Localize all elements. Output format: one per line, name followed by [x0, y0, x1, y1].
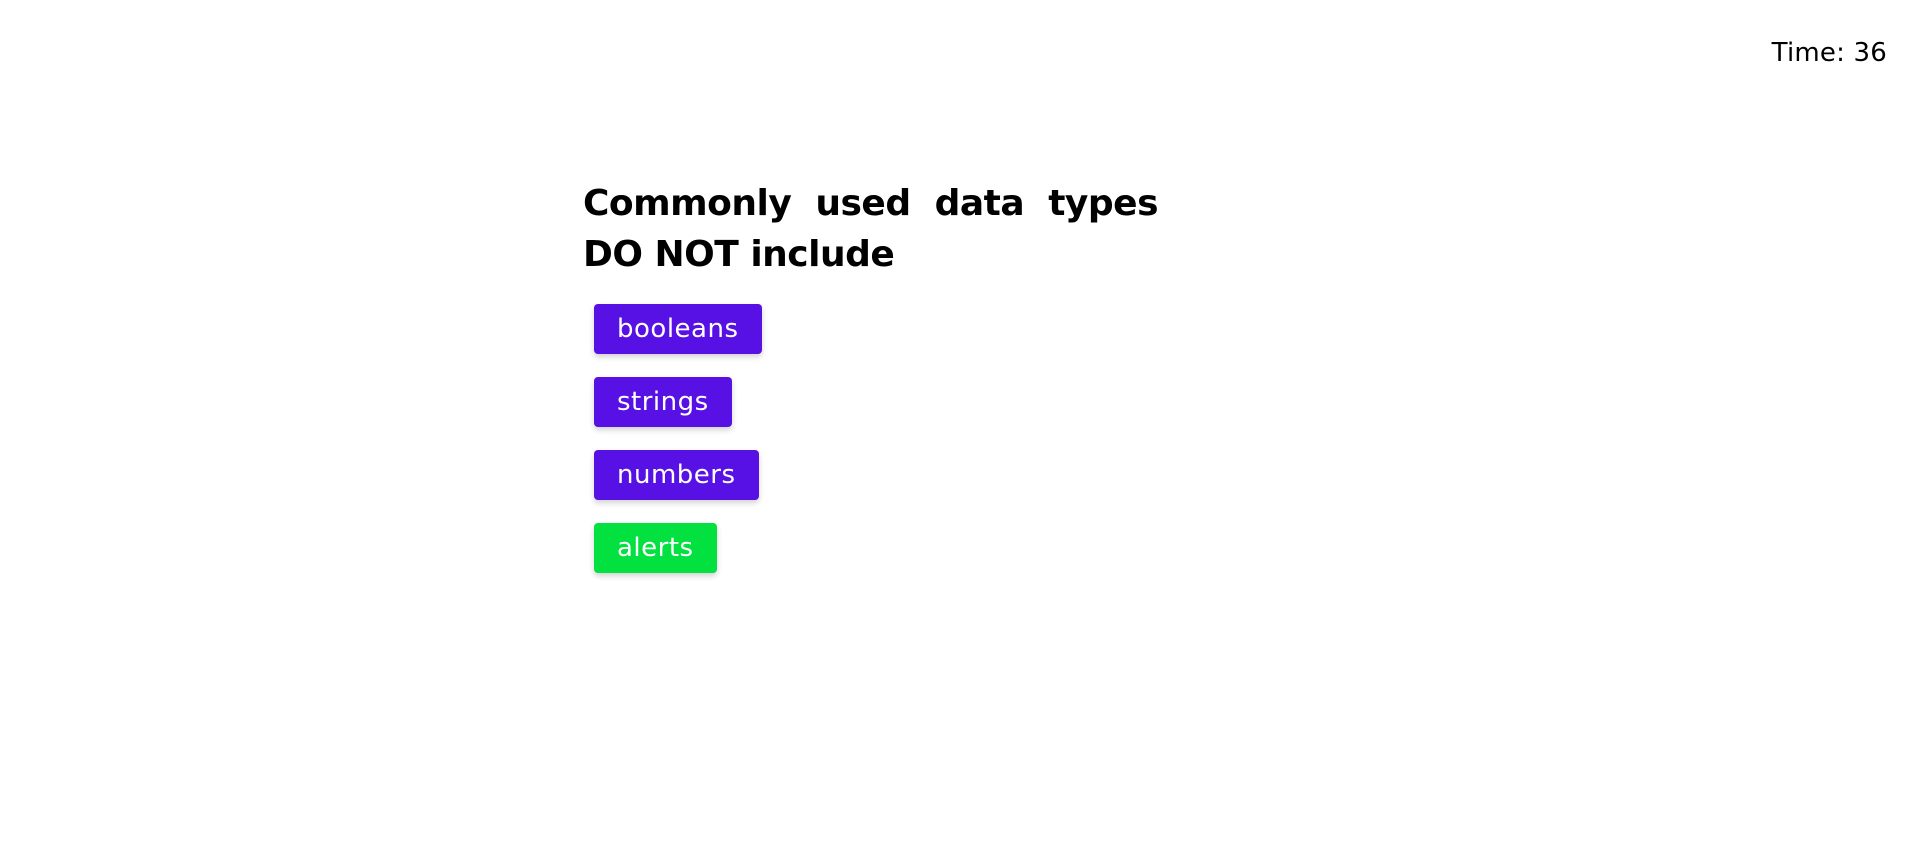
answer-button-strings[interactable]: strings	[594, 377, 732, 427]
answer-list: booleans strings numbers alerts	[583, 304, 1158, 573]
quiz-container: Commonly used data types DO NOT include …	[583, 178, 1159, 596]
answer-button-numbers[interactable]: numbers	[594, 450, 759, 500]
question-text: Commonly used data types DO NOT include	[583, 183, 1159, 275]
timer-display: Time: 36	[1771, 38, 1887, 68]
answer-button-booleans[interactable]: booleans	[594, 304, 762, 354]
answer-button-alerts[interactable]: alerts	[594, 523, 717, 573]
